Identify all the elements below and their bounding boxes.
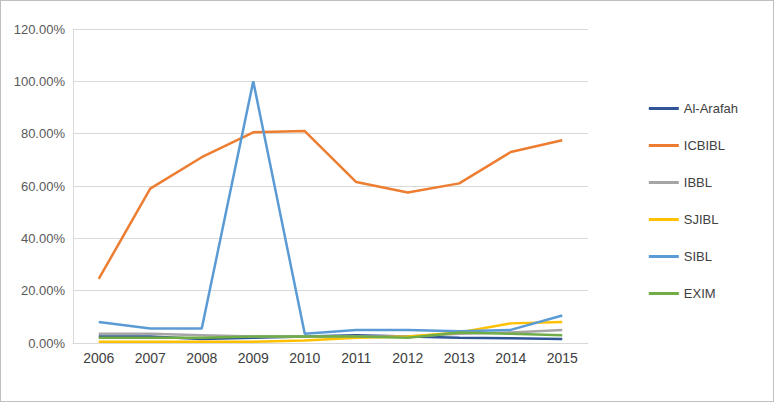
svg-text:ICBIBL: ICBIBL — [684, 138, 725, 153]
svg-text:2009: 2009 — [238, 350, 269, 366]
svg-text:IBBL: IBBL — [684, 175, 712, 190]
svg-text:2014: 2014 — [495, 350, 526, 366]
svg-text:2011: 2011 — [341, 350, 371, 366]
svg-text:100.00%: 100.00% — [14, 74, 66, 89]
svg-text:20.00%: 20.00% — [21, 283, 66, 298]
svg-text:2013: 2013 — [444, 350, 475, 366]
svg-text:SIBL: SIBL — [684, 249, 712, 264]
svg-text:120.00%: 120.00% — [14, 22, 66, 37]
svg-text:2007: 2007 — [135, 350, 166, 366]
svg-text:2015: 2015 — [547, 350, 578, 366]
svg-text:SJIBL: SJIBL — [684, 212, 719, 227]
svg-text:2006: 2006 — [83, 350, 114, 366]
svg-text:40.00%: 40.00% — [21, 231, 66, 246]
svg-text:80.00%: 80.00% — [21, 126, 66, 141]
svg-text:Al-Arafah: Al-Arafah — [684, 101, 738, 116]
svg-text:2010: 2010 — [289, 350, 320, 366]
svg-text:EXIM: EXIM — [684, 286, 716, 301]
svg-text:2008: 2008 — [186, 350, 217, 366]
svg-text:2012: 2012 — [392, 350, 423, 366]
svg-text:0.00%: 0.00% — [28, 336, 65, 351]
svg-text:60.00%: 60.00% — [21, 179, 66, 194]
